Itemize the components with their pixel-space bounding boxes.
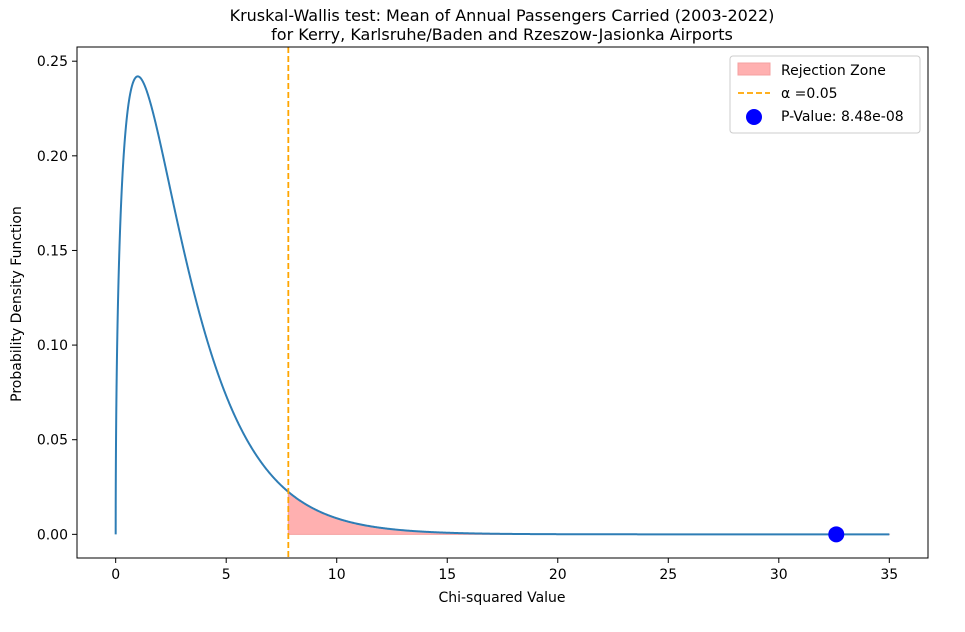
y-tick-label: 0.25	[37, 54, 68, 70]
x-tick-label: 0	[111, 567, 120, 583]
legend-box	[729, 55, 921, 134]
x-tick-label: 15	[438, 567, 456, 583]
chart-title: Kruskal-Wallis test: Mean of Annual Pass…	[230, 6, 775, 25]
x-tick-label: 10	[328, 567, 346, 583]
legend-item-alpha: α =0.05	[738, 86, 838, 102]
y-tick-label: 0.15	[37, 243, 68, 259]
x-tick-label: 5	[222, 567, 231, 583]
pdf-curve	[114, 75, 890, 536]
y-tick-label: 0.05	[37, 433, 68, 449]
x-tick-label: 30	[770, 567, 788, 583]
legend: Rejection Zone α =0.05 P-Value: 8.48e-08	[729, 55, 921, 134]
legend-item-p-value: P-Value: 8.48e-08	[746, 109, 904, 125]
chart-subtitle: for Kerry, Karlsruhe/Baden and Rzeszow-J…	[271, 25, 733, 44]
plot-content	[114, 47, 891, 558]
legend-label-alpha: α =0.05	[781, 86, 838, 102]
legend-item-rejection-zone: Rejection Zone	[737, 62, 886, 79]
legend-label-rejection-zone: Rejection Zone	[781, 63, 886, 79]
y-tick-label: 0.20	[37, 149, 68, 165]
legend-patch-rejection-zone	[737, 62, 771, 76]
y-tick-label: 0.10	[37, 338, 68, 354]
y-axis-label: Probability Density Function	[9, 206, 25, 402]
legend-marker-p-value	[746, 109, 762, 125]
legend-label-p-value: P-Value: 8.48e-08	[781, 109, 904, 125]
p-value-marker	[828, 526, 845, 543]
x-axis-label: Chi-squared Value	[438, 590, 565, 606]
plot-frame	[76, 46, 929, 559]
x-tick-label: 25	[659, 567, 677, 583]
x-axis-ticks: 0 5 10 15 20 25 30 35	[111, 558, 898, 583]
y-axis-ticks: 0.00 0.05 0.10 0.15 0.20 0.25	[37, 54, 77, 543]
x-tick-label: 20	[549, 567, 567, 583]
x-tick-label: 35	[880, 567, 898, 583]
y-tick-label: 0.00	[37, 527, 68, 543]
